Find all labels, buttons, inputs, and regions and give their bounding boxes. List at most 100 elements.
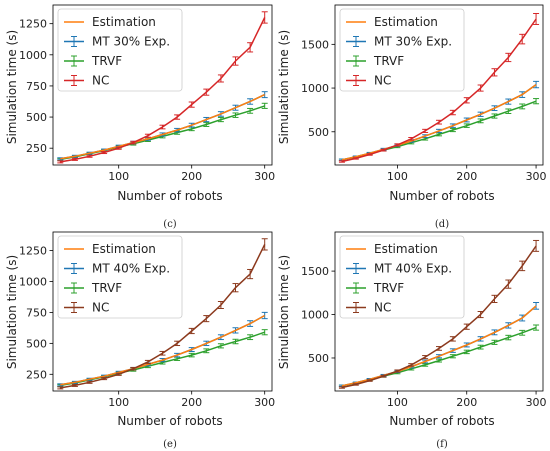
legend-item: Estimation — [64, 15, 156, 29]
ylabel: Simulation time (s) — [277, 255, 291, 369]
xlabel: Number of robots — [117, 189, 222, 203]
x-tick-label: 100 — [108, 170, 129, 183]
data-point — [57, 160, 64, 164]
legend-item: NC — [64, 301, 109, 315]
y-tick-label: 500 — [26, 111, 47, 124]
x-tick-label: 300 — [526, 170, 547, 183]
data-point — [449, 354, 456, 359]
data-point — [366, 379, 373, 382]
data-point — [352, 383, 359, 386]
data-point — [217, 116, 224, 123]
data-point — [463, 323, 470, 330]
panel-e: Simulation time (s) Number of robots (e)… — [5, 231, 275, 450]
legend-item: NC — [346, 301, 391, 315]
caption: (f) — [436, 439, 448, 450]
data-point — [380, 148, 387, 152]
data-point — [352, 157, 359, 160]
data-point — [188, 327, 195, 335]
series-line-mt-40-exp — [60, 314, 266, 386]
data-point — [261, 11, 268, 24]
panel-d: Simulation time (s) Number of robots (d)… — [277, 4, 547, 230]
legend-label: MT 40% Exp. — [92, 262, 170, 276]
xlabel: Number of robots — [389, 414, 494, 428]
data-point — [101, 151, 108, 155]
x-tick-label: 200 — [181, 170, 202, 183]
data-point — [463, 97, 470, 104]
legend-label: Estimation — [92, 242, 156, 256]
data-point — [505, 334, 512, 341]
legend-box — [57, 8, 183, 92]
data-point — [505, 52, 512, 63]
data-point — [159, 124, 166, 130]
x-tick-label: 300 — [254, 396, 275, 409]
data-point — [463, 123, 470, 128]
x-tick-label: 200 — [456, 170, 477, 183]
legend-item: MT 30% Exp. — [64, 35, 170, 49]
legend: Estimation MT 30% Exp. TRVF NC — [57, 8, 183, 92]
data-point — [422, 128, 429, 133]
x-tick-label: 300 — [526, 396, 547, 409]
data-point — [422, 355, 429, 360]
legend-label: Estimation — [374, 15, 438, 29]
data-point — [159, 350, 166, 356]
data-point — [144, 359, 151, 364]
data-point — [247, 42, 254, 53]
caption: (d) — [435, 219, 449, 230]
data-point — [203, 348, 210, 354]
xlabel: Number of robots — [389, 189, 494, 203]
data-point — [519, 329, 526, 336]
data-point — [533, 98, 540, 105]
data-point — [261, 238, 268, 251]
legend-box — [57, 235, 183, 319]
legend-label: MT 30% Exp. — [92, 35, 170, 49]
data-point — [115, 372, 122, 376]
y-tick-label: 500 — [308, 126, 329, 139]
legend-label: MT 30% Exp. — [374, 35, 452, 49]
data-point — [477, 118, 484, 124]
data-point — [408, 136, 415, 141]
data-point — [338, 160, 345, 163]
y-tick-label: 250 — [26, 142, 47, 155]
data-point — [86, 380, 93, 384]
data-point — [261, 102, 268, 109]
legend-label: TRVF — [373, 54, 404, 68]
data-point — [408, 363, 415, 367]
plot-frame — [52, 4, 273, 166]
data-point — [115, 146, 122, 150]
data-point — [232, 283, 239, 293]
data-point — [232, 112, 239, 118]
legend-item: Estimation — [346, 242, 438, 256]
data-point — [449, 127, 456, 133]
y-tick-label: 1250 — [19, 245, 47, 258]
legend-label: MT 40% Exp. — [374, 262, 452, 276]
legend-item: TRVF — [64, 54, 122, 68]
legend-label: NC — [92, 301, 109, 315]
data-point — [477, 311, 484, 319]
y-tick-label: 1500 — [301, 265, 329, 278]
legend-item: MT 40% Exp. — [346, 262, 452, 276]
y-tick-label: 1000 — [301, 82, 329, 95]
series-line-estimation — [341, 305, 537, 387]
data-point — [247, 107, 254, 114]
data-point — [477, 84, 484, 92]
data-point — [217, 74, 224, 83]
data-point — [505, 108, 512, 114]
plot-frame — [334, 4, 544, 166]
x-tick-label: 100 — [387, 396, 408, 409]
legend-label: NC — [374, 301, 391, 315]
data-point — [491, 113, 498, 119]
data-point — [174, 114, 181, 120]
data-point — [86, 154, 93, 158]
ylabel: Simulation time (s) — [277, 30, 291, 144]
legend-item: NC — [64, 74, 109, 88]
ylabel: Simulation time (s) — [5, 255, 19, 369]
legend-item: MT 30% Exp. — [346, 35, 452, 49]
data-point — [533, 324, 540, 331]
x-tick-label: 200 — [456, 396, 477, 409]
data-point — [71, 157, 78, 161]
data-point — [491, 339, 498, 345]
data-point — [232, 338, 239, 345]
data-point — [394, 143, 401, 147]
legend-item: MT 40% Exp. — [64, 262, 170, 276]
legend-box — [339, 235, 465, 319]
